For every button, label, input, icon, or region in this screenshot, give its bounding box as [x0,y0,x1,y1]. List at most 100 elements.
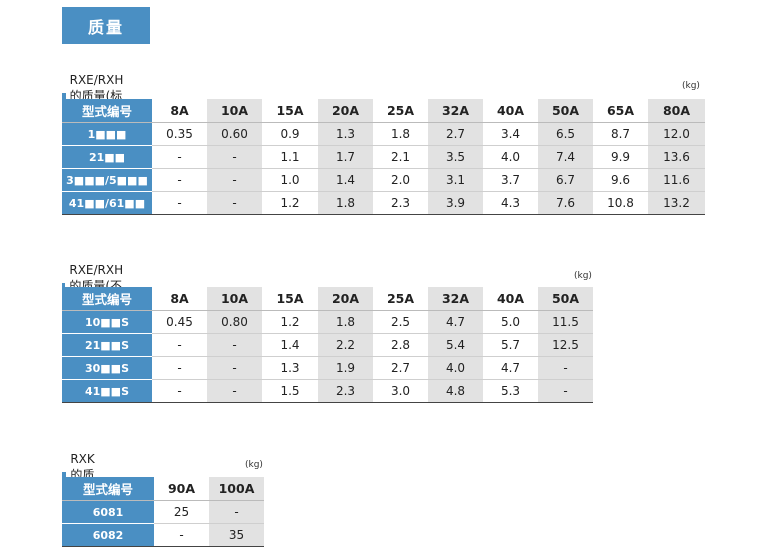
mass-value-cell: 0.45 [152,310,207,334]
mass-value-cell: 4.8 [428,379,483,403]
mass-value-cell: - [152,191,207,215]
mass-value-cell: 0.60 [207,122,262,146]
mass-value-cell: - [152,379,207,403]
model-number-cell: 1■■■ [62,122,152,146]
mass-value-cell: - [207,191,262,215]
mass-value-cell: 2.0 [373,168,428,192]
model-number-cell: 6081 [62,500,154,524]
mass-value-cell: 13.6 [648,145,705,169]
mass-value-cell: 1.7 [318,145,373,169]
model-number-cell: 41■■S [62,379,152,403]
column-header-size: 25A [373,287,428,311]
column-header-size: 15A [262,99,318,123]
mass-value-cell: - [209,500,264,524]
mass-value-cell: - [207,145,262,169]
unit-label: (kg) [574,271,592,281]
mass-value-cell: 35 [209,523,264,547]
mass-value-cell: 1.4 [262,333,318,357]
mass-value-cell: 10.8 [593,191,648,215]
mass-value-cell: 3.4 [483,122,538,146]
section-marker-icon [62,471,67,481]
mass-value-cell: 25 [154,500,209,524]
mass-value-cell: - [152,333,207,357]
mass-value-cell: 4.7 [483,356,538,380]
mass-value-cell: 1.0 [262,168,318,192]
column-header-size: 50A [538,287,593,311]
mass-value-cell: 11.6 [648,168,705,192]
unit-label: (kg) [245,460,263,470]
mass-value-cell: 11.5 [538,310,593,334]
column-header-size: 20A [318,99,373,123]
mass-value-cell: - [207,333,262,357]
mass-value-cell: 5.0 [483,310,538,334]
mass-value-cell: 6.7 [538,168,593,192]
mass-value-cell: 5.4 [428,333,483,357]
mass-table-standard: 型式编号 8A 10A 15A 20A 25A 32A 40A 50A 65A 80A 1■■■ 0.3… [62,99,705,215]
table-row: 3■■■/5■■■ - -1.0 1.4 2.0 3.1 3.7 6.7 9.6 11.6 [62,168,705,192]
mass-value-cell: 3.0 [373,379,428,403]
mass-value-cell: 4.0 [428,356,483,380]
mass-value-cell: 8.7 [593,122,648,146]
table-header-row: 型式编号 8A 10A 15A 20A 25A 32A 40A 50A 65A 80A [62,99,705,123]
mass-value-cell: 4.0 [483,145,538,169]
column-header-size: 40A [483,99,538,123]
model-number-cell: 41■■/61■■ [62,191,152,215]
mass-value-cell: - [538,356,593,380]
column-header-size: 65A [593,99,648,123]
mass-value-cell: - [207,168,262,192]
mass-value-cell: - [207,379,262,403]
mass-value-cell: 0.35 [152,122,207,146]
model-number-cell: 10■■S [62,310,152,334]
mass-value-cell: 1.8 [373,122,428,146]
mass-value-cell: - [152,168,207,192]
mass-value-cell: 1.4 [318,168,373,192]
column-header-size: 8A [152,287,207,311]
mass-value-cell: - [152,145,207,169]
model-number-cell: 21■■ [62,145,152,169]
column-header-size: 40A [483,287,538,311]
page-title: 质量 [62,7,150,44]
mass-value-cell: - [154,523,209,547]
mass-value-cell: 0.80 [207,310,262,334]
mass-table-stainless: 型式编号 8A 10A 15A 20A 25A 32A 40A 50A 10■■S 0.45 0.80… [62,287,593,403]
mass-value-cell: 1.1 [262,145,318,169]
table-header-row: 型式编号 8A 10A 15A 20A 25A 32A 40A 50A [62,287,593,311]
table-row: 1■■■ 0.35 0.60 0.9 1.3 1.8 2.7 3.4 6.5 8.7 12.0 [62,122,705,146]
table-row: 6081 25- [62,500,264,524]
mass-value-cell: 1.8 [318,191,373,215]
table-row: 21■■S - -1.4 2.2 2.8 5.4 5.7 12.5 [62,333,593,357]
column-header-size: 100A [209,477,264,501]
mass-value-cell: 9.6 [593,168,648,192]
mass-value-cell: 4.7 [428,310,483,334]
table-row: 30■■S - -1.3 1.9 2.7 4.0 4.7- [62,356,593,380]
model-number-cell: 3■■■/5■■■ [62,168,152,192]
column-header-size: 15A [262,287,318,311]
mass-value-cell: 2.7 [373,356,428,380]
column-header-size: 10A [207,287,262,311]
column-header-size: 80A [648,99,705,123]
mass-value-cell: 3.9 [428,191,483,215]
model-number-cell: 21■■S [62,333,152,357]
mass-value-cell: 7.6 [538,191,593,215]
column-header-size: 50A [538,99,593,123]
mass-value-cell: 1.5 [262,379,318,403]
mass-value-cell: - [538,379,593,403]
column-header-model: 型式编号 [62,477,154,501]
column-header-size: 32A [428,99,483,123]
mass-value-cell: 5.3 [483,379,538,403]
section-marker-icon [62,92,66,102]
column-header-model: 型式编号 [62,287,152,311]
mass-value-cell: 2.7 [428,122,483,146]
table-row: 21■■ - -1.1 1.7 2.1 3.5 4.0 7.4 9.9 13.6 [62,145,705,169]
mass-value-cell: 1.3 [262,356,318,380]
column-header-size: 10A [207,99,262,123]
column-header-size: 90A [154,477,209,501]
mass-value-cell: 0.9 [262,122,318,146]
mass-value-cell: 2.2 [318,333,373,357]
mass-value-cell: - [207,356,262,380]
mass-value-cell: 2.8 [373,333,428,357]
mass-value-cell: - [152,356,207,380]
mass-table-rxk: 型式编号 90A 100A 6081 25-6082-35 [62,477,264,547]
model-number-cell: 6082 [62,523,154,547]
mass-value-cell: 3.1 [428,168,483,192]
